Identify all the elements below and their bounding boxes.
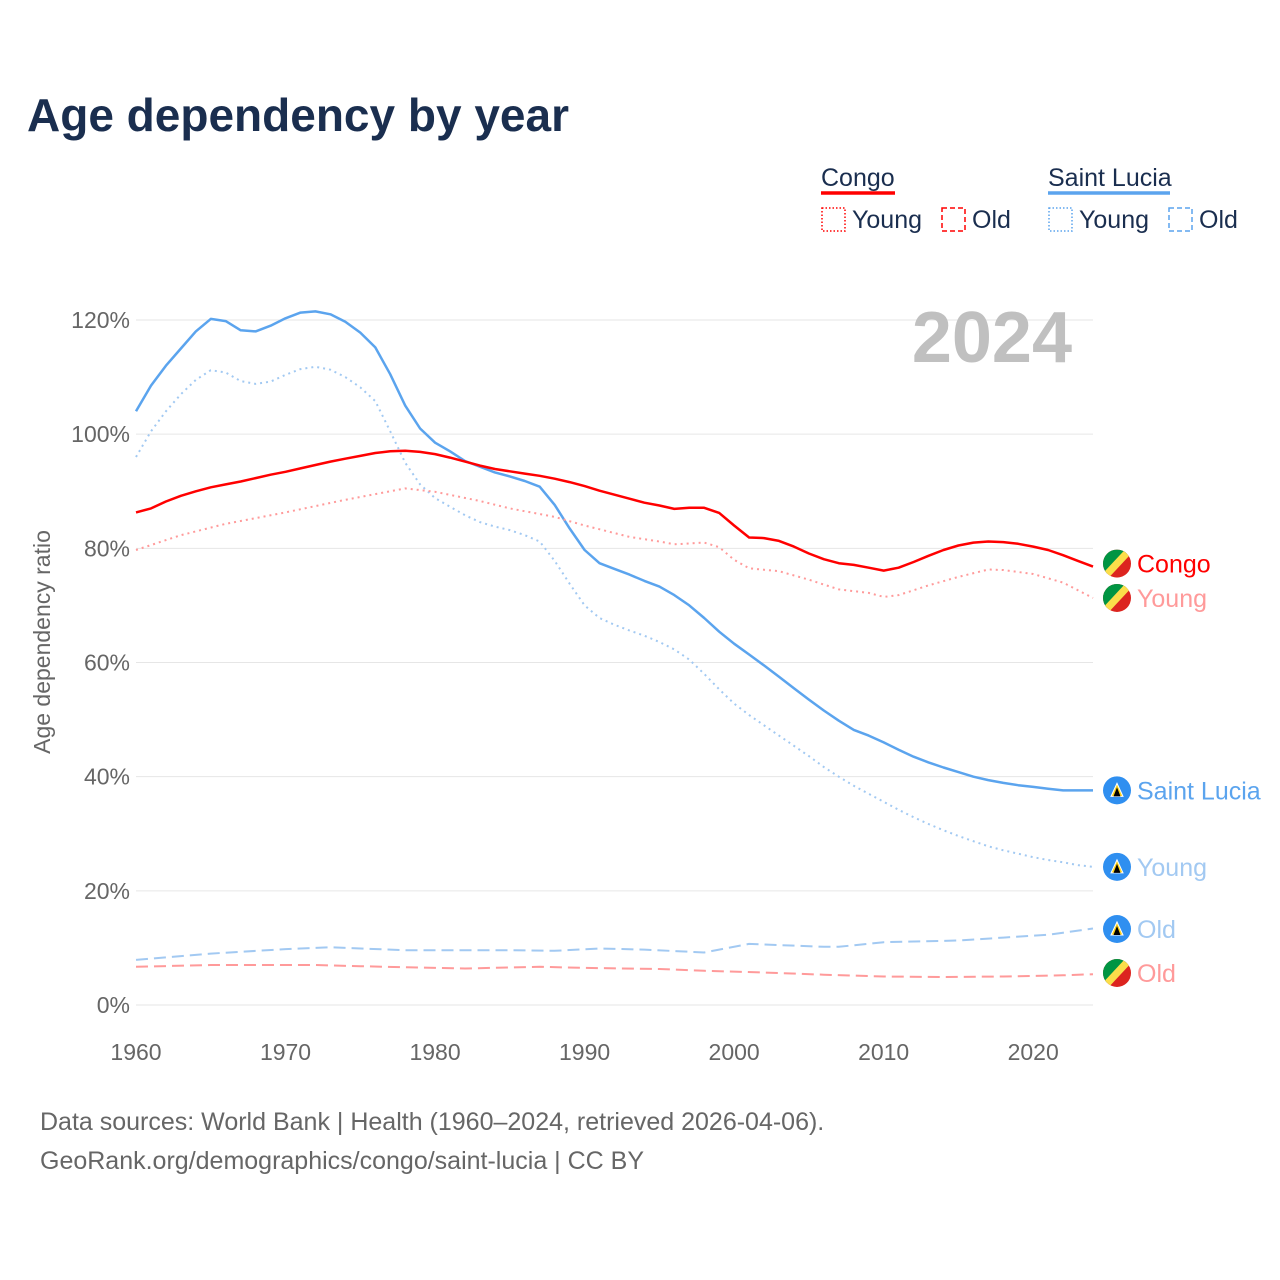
y-tick-label: 20% — [84, 878, 130, 904]
congo-flag-icon — [1103, 583, 1131, 612]
y-tick-label: 0% — [97, 992, 130, 1018]
source-link[interactable]: GeoRank.org/demographics/congo/saint-luc… — [40, 1147, 645, 1175]
saint-lucia-flag-inner — [1113, 926, 1121, 935]
legend-item-young: Young — [852, 206, 922, 234]
x-tick-label: 1960 — [110, 1039, 161, 1065]
legend-item-old: Old — [972, 206, 1011, 234]
legend-group-congo: Congo — [821, 164, 895, 192]
legend-item-old: Old — [1199, 206, 1238, 234]
end-label-saint-lucia-young: Young — [1137, 854, 1207, 882]
x-tick-label: 1990 — [559, 1039, 610, 1065]
end-label-saint-lucia-old: Old — [1137, 916, 1176, 944]
x-tick-label: 2000 — [709, 1039, 760, 1065]
legend-swatch-young — [1048, 207, 1073, 232]
x-tick-label: 2020 — [1008, 1039, 1059, 1065]
legend-swatch-old — [1168, 207, 1193, 232]
saint-lucia-flag-inner — [1113, 863, 1121, 873]
x-tick-label: 2010 — [858, 1039, 909, 1065]
y-axis-label: Age dependency ratio — [29, 530, 55, 754]
y-tick-label: 60% — [84, 650, 130, 676]
series-line-congo-old — [135, 964, 1094, 978]
end-label-congo-old: Old — [1137, 960, 1176, 988]
y-tick-label: 100% — [71, 421, 130, 447]
series-line-congo — [135, 449, 1094, 572]
series-line-saint-lucia-old — [135, 927, 1094, 961]
x-tick-label: 1970 — [260, 1039, 311, 1065]
legend-item-young: Young — [1079, 206, 1149, 234]
source-note: Data sources: World Bank | Health (1960–… — [40, 1108, 825, 1136]
y-tick-label: 40% — [84, 764, 130, 790]
legend-swatch-young — [821, 207, 846, 232]
series-line-saint-lucia — [134, 310, 1093, 792]
y-tick-label: 80% — [84, 535, 130, 561]
chart-title: Age dependency by year — [27, 89, 569, 141]
end-label-congo-young: Young — [1137, 585, 1207, 613]
congo-flag-icon — [1103, 549, 1131, 578]
x-tick-label: 1980 — [409, 1039, 460, 1065]
legend-group-saint-lucia: Saint Lucia — [1048, 164, 1172, 192]
saint-lucia-flag-inner — [1113, 787, 1121, 797]
y-tick-label: 120% — [71, 307, 130, 333]
legend-swatch-old — [941, 207, 966, 232]
congo-flag-icon — [1103, 959, 1131, 987]
series-line-congo-young — [135, 487, 1094, 599]
end-label-saint-lucia: Saint Lucia — [1137, 777, 1261, 805]
year-label: 2024 — [912, 298, 1072, 378]
series-line-saint-lucia-young — [135, 365, 1094, 868]
end-label-congo: Congo — [1137, 551, 1211, 579]
